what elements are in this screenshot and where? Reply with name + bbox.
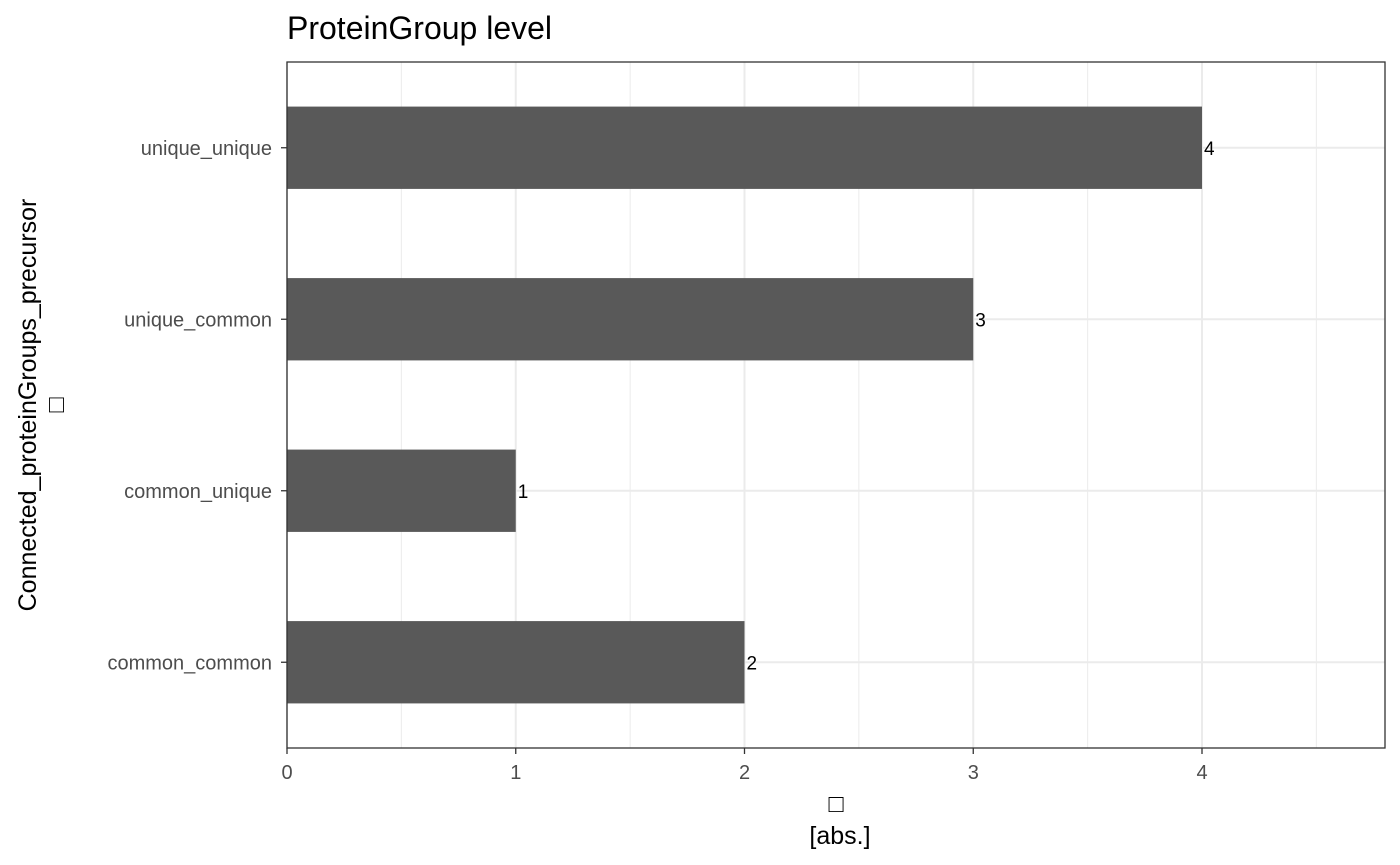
x-tick-label: 3 xyxy=(968,762,979,784)
data-label-unique_unique: 4 xyxy=(1204,139,1215,160)
y-tick-label: common_unique xyxy=(124,481,272,503)
bars xyxy=(287,106,1202,704)
bar-unique_common xyxy=(287,278,974,361)
y-tick-label: common_common xyxy=(107,652,272,674)
bar-unique_unique xyxy=(287,106,1202,189)
data-labels: 2 1 3 4 xyxy=(518,139,1215,675)
x-tick-label: 2 xyxy=(739,762,750,784)
y-axis-title: Connected_proteinGroups_precursor xyxy=(14,199,42,612)
panel-border xyxy=(286,61,1386,749)
y-axis-title-glyph: □ xyxy=(42,397,70,413)
x-tick-label: 1 xyxy=(510,762,521,784)
data-label-common_common: 2 xyxy=(747,653,758,674)
x-axis: 0 1 2 3 4 xyxy=(281,748,1208,784)
data-label-common_unique: 1 xyxy=(518,482,529,503)
y-axis: common_common common_unique unique_common u… xyxy=(107,138,287,674)
bar-common_common xyxy=(287,621,745,704)
x-tick-label: 0 xyxy=(281,762,292,784)
x-axis-title: [abs.] xyxy=(809,822,870,850)
y-tick-label: unique_common xyxy=(124,309,272,331)
x-axis-title-glyph: □ xyxy=(828,790,844,818)
y-tick-label: unique_unique xyxy=(141,138,272,160)
chart-title: ProteinGroup level xyxy=(287,10,552,46)
bar-common_unique xyxy=(287,449,516,532)
data-label-unique_common: 3 xyxy=(975,310,986,331)
x-tick-label: 4 xyxy=(1196,762,1207,784)
